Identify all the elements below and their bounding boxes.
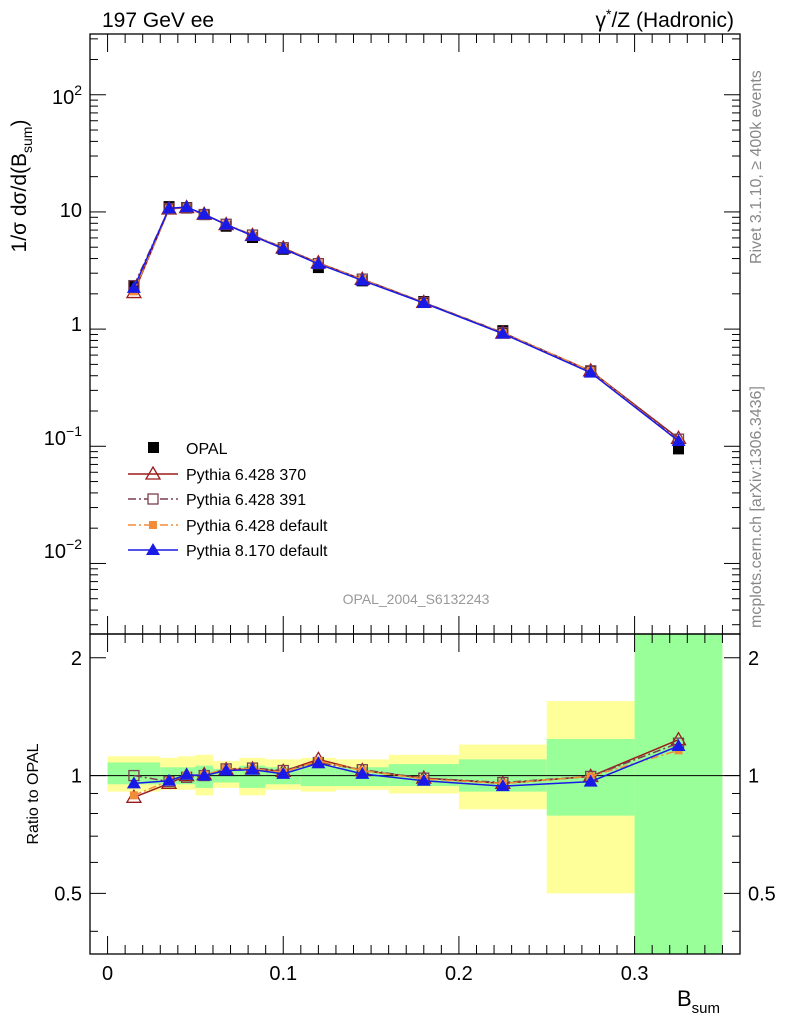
main-series-line-0 <box>133 206 679 439</box>
main-series-point-3 <box>179 200 194 213</box>
ratio-series-point-2 <box>129 791 138 800</box>
main-series-point-3 <box>245 228 260 241</box>
ytick-label-e0: 1 <box>71 314 82 336</box>
main-series-group <box>125 199 687 455</box>
legend-marker-p6def <box>149 521 157 529</box>
ratio-series-point-3 <box>179 767 194 780</box>
main-series-point-3 <box>583 365 598 378</box>
legend-marker-p370 <box>144 465 162 480</box>
legend-label-p370: Pythia 6.428 370 <box>186 467 306 484</box>
ratio-series-point-3 <box>495 779 510 792</box>
axis-ticks <box>90 34 740 954</box>
main-series-point-3 <box>495 326 510 339</box>
legend-label-opal: OPAL <box>186 441 228 458</box>
xtick-label: 0.1 <box>269 963 297 985</box>
ratio-series-point-3 <box>671 739 686 751</box>
opal-data-point <box>673 443 685 455</box>
main-series-point-3 <box>276 241 291 254</box>
main-series-point-3 <box>671 433 686 446</box>
ratio-band-inner <box>634 634 723 954</box>
main-ylabel: 1/σ dσ/d(Bsum) <box>8 120 35 253</box>
legend-marker-opal <box>148 442 159 453</box>
mcplots-label: mcplots.cern.ch [arXiv:1306.3436] <box>748 386 765 628</box>
xtick-label: 0.3 <box>621 963 649 985</box>
ratio-series-point-3 <box>197 768 212 781</box>
ratio-uncertainty-bands <box>107 634 723 954</box>
main-series-point-3 <box>355 273 370 286</box>
ratio-series-point-3 <box>311 756 326 769</box>
legend-marker-p391 <box>147 493 159 505</box>
ytick-label-e2: 102 <box>52 82 82 109</box>
rivet-label: Rivet 3.1.10, ≥ 400k events <box>748 70 765 264</box>
ratio-ytick-label-left: 2 <box>71 648 82 670</box>
ratio-series-point-3 <box>276 766 291 779</box>
ytick-label-e-2: 10−2 <box>44 536 82 563</box>
ratio-series-point-3 <box>245 762 260 775</box>
ratio-ytick-label-right: 2 <box>748 648 759 670</box>
ratio-plot-frame <box>89 633 741 955</box>
ratio-ytick-label-left: 1 <box>71 766 82 788</box>
main-series-point-3 <box>197 207 212 220</box>
ratio-series-point-3 <box>219 763 234 776</box>
main-series-point-3 <box>162 201 177 214</box>
legend: OPAL Pythia 6.428 370 Pythia 6.428 391 P… <box>128 441 328 560</box>
xtick-label: 0.2 <box>445 963 473 985</box>
ratio-ytick-label-right: 0.5 <box>748 883 776 905</box>
main-series-point-3 <box>126 280 141 293</box>
legend-label-p8def: Pythia 8.170 default <box>186 543 328 560</box>
ratio-series-point-3 <box>416 773 431 786</box>
ratio-series-group <box>125 731 687 803</box>
ratio-series-point-3 <box>162 773 177 786</box>
main-series-point-3 <box>311 256 326 269</box>
main-series-line-3 <box>133 206 679 442</box>
ratio-band-inner <box>107 762 161 785</box>
xtick-label: 0 <box>102 963 113 985</box>
main-series-line-2 <box>133 206 679 443</box>
legend-marker-p8def <box>146 543 160 555</box>
ratio-series-point-3 <box>355 766 370 779</box>
legend-label-p6def: Pythia 6.428 default <box>186 518 328 535</box>
main-series-point-3 <box>219 217 234 230</box>
ytick-label-e1: 10 <box>60 200 82 222</box>
x-axis-label: Bsum <box>677 986 720 1017</box>
ratio-ytick-label-right: 1 <box>748 766 759 788</box>
ratio-ytick-label-left: 0.5 <box>54 883 82 905</box>
ratio-series-point-3 <box>126 776 141 789</box>
main-series-line-1 <box>133 207 679 440</box>
ratio-ylabel: Ratio to OPAL <box>25 743 42 844</box>
ratio-series-point-3 <box>583 774 598 787</box>
legend-label-p391: Pythia 6.428 391 <box>186 492 306 509</box>
header-left: 197 GeV ee <box>102 9 214 32</box>
analysis-id: OPAL_2004_S6132243 <box>343 591 490 607</box>
main-series-point-3 <box>416 296 431 309</box>
header-right: γ*/Z (Hadronic) <box>596 6 734 32</box>
ytick-label-e-1: 10−1 <box>44 423 82 450</box>
